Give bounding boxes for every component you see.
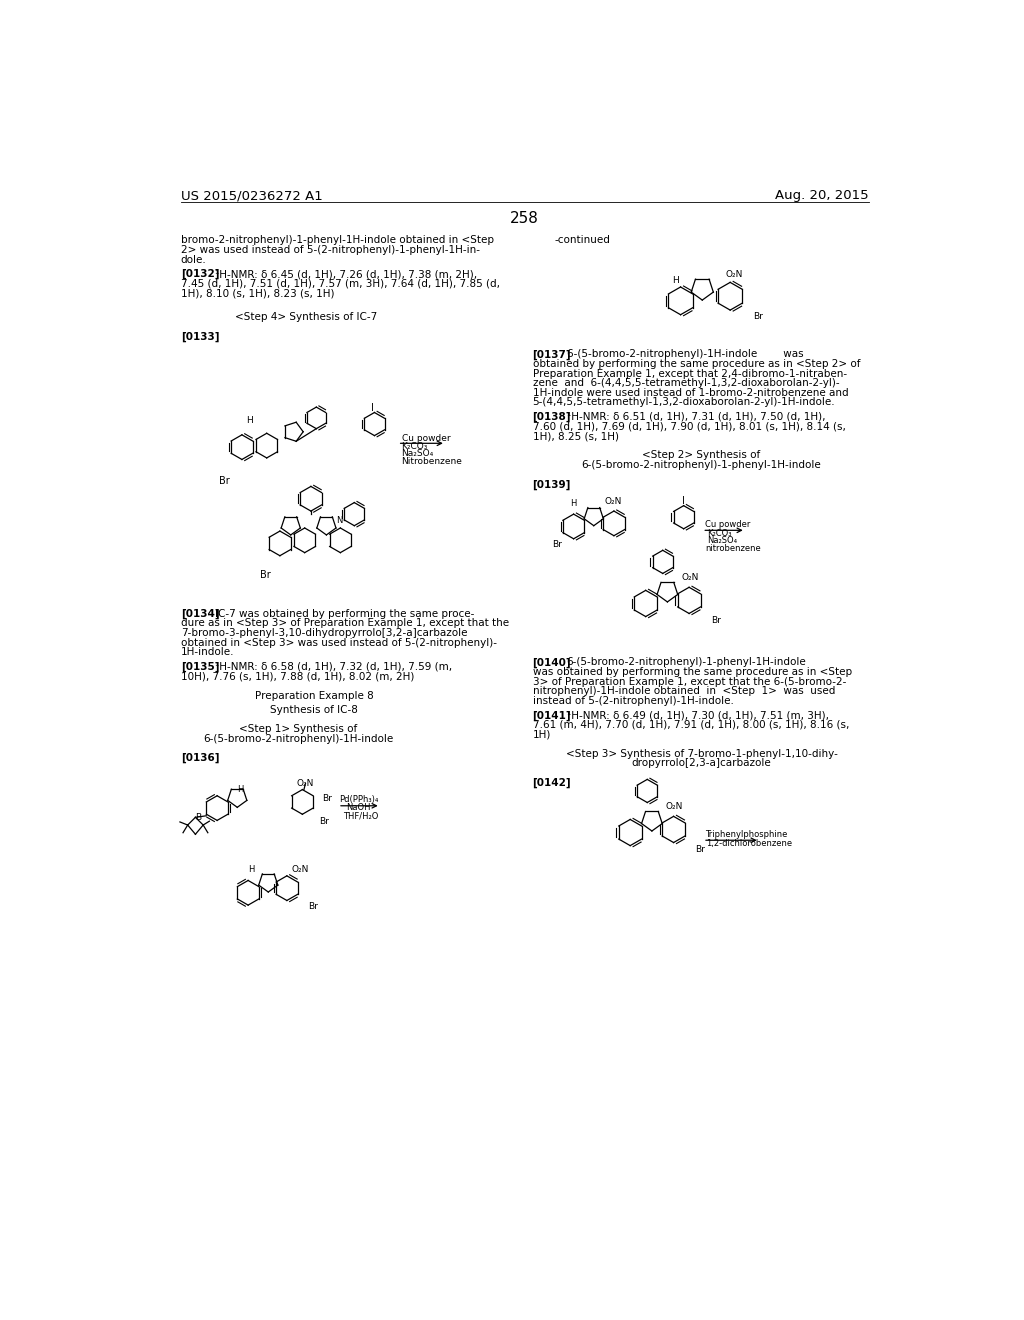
Text: 10H), 7.76 (s, 1H), 7.88 (d, 1H), 8.02 (m, 2H): 10H), 7.76 (s, 1H), 7.88 (d, 1H), 8.02 (… (180, 672, 414, 681)
Text: Br: Br (711, 615, 721, 624)
Text: K₂CO₃: K₂CO₃ (401, 442, 428, 450)
Text: H: H (673, 276, 679, 285)
Text: Synthesis of IC-8: Synthesis of IC-8 (270, 705, 358, 715)
Text: O₂N: O₂N (681, 573, 698, 582)
Text: 7.61 (m, 4H), 7.70 (d, 1H), 7.91 (d, 1H), 8.00 (s, 1H), 8.16 (s,: 7.61 (m, 4H), 7.70 (d, 1H), 7.91 (d, 1H)… (532, 719, 849, 730)
Text: 6-(5-bromo-2-nitrophenyl)-1-phenyl-1H-indole: 6-(5-bromo-2-nitrophenyl)-1-phenyl-1H-in… (582, 461, 821, 470)
Text: <Step 1> Synthesis of: <Step 1> Synthesis of (240, 725, 357, 734)
Text: US 2015/0236272 A1: US 2015/0236272 A1 (180, 189, 323, 202)
Text: 7-bromo-3-phenyl-3,10-dihydropyrrolo[3,2-a]carbazole: 7-bromo-3-phenyl-3,10-dihydropyrrolo[3,2… (180, 628, 467, 638)
Text: [0135]: [0135] (180, 661, 219, 672)
Text: Br: Br (552, 540, 562, 549)
Text: 258: 258 (510, 211, 540, 226)
Text: 1H-indole were used instead of 1-bromo-2-nitrobenzene and: 1H-indole were used instead of 1-bromo-2… (532, 388, 848, 397)
Text: [0137]: [0137] (532, 350, 571, 359)
Text: ¹H-NMR: δ 6.51 (d, 1H), 7.31 (d, 1H), 7.50 (d, 1H),: ¹H-NMR: δ 6.51 (d, 1H), 7.31 (d, 1H), 7.… (566, 412, 825, 422)
Text: Cu powder: Cu powder (401, 434, 451, 444)
Text: K₂CO₃: K₂CO₃ (707, 529, 731, 537)
Text: O₂N: O₂N (666, 801, 683, 810)
Text: [0136]: [0136] (180, 754, 219, 763)
Text: 6-(5-bromo-2-nitrophenyl)-1H-indole: 6-(5-bromo-2-nitrophenyl)-1H-indole (204, 734, 393, 744)
Text: nitrophenyl)-1H-indole obtained  in  <Step  1>  was  used: nitrophenyl)-1H-indole obtained in <Step… (532, 686, 835, 696)
Text: [0132]: [0132] (180, 269, 219, 280)
Text: <Step 3> Synthesis of 7-bromo-1-phenyl-1,10-dihy-: <Step 3> Synthesis of 7-bromo-1-phenyl-1… (565, 748, 838, 759)
Text: [0141]: [0141] (532, 710, 571, 721)
Text: bromo-2-nitrophenyl)-1-phenyl-1H-indole obtained in <Step: bromo-2-nitrophenyl)-1-phenyl-1H-indole … (180, 235, 494, 246)
Text: N: N (337, 516, 343, 524)
Text: H: H (248, 865, 254, 874)
Text: [0138]: [0138] (532, 412, 571, 422)
Text: [0134]: [0134] (180, 609, 219, 619)
Text: Br: Br (695, 845, 706, 854)
Text: 6-(5-bromo-2-nitrophenyl)-1H-indole        was: 6-(5-bromo-2-nitrophenyl)-1H-indole was (566, 350, 803, 359)
Text: obtained by performing the same procedure as in <Step 2> of: obtained by performing the same procedur… (532, 359, 860, 370)
Text: O₂N: O₂N (604, 498, 622, 506)
Text: 5-(4,4,5,5-tetramethyl-1,3,2-dioxaborolan-2-yl)-1H-indole.: 5-(4,4,5,5-tetramethyl-1,3,2-dioxaborola… (532, 397, 836, 408)
Text: Br: Br (260, 570, 270, 581)
Text: ¹H-NMR: δ 6.45 (d, 1H), 7.26 (d, 1H), 7.38 (m, 2H),: ¹H-NMR: δ 6.45 (d, 1H), 7.26 (d, 1H), 7.… (215, 269, 477, 279)
Text: Nitrobenzene: Nitrobenzene (401, 457, 463, 466)
Text: Na₂SO₄: Na₂SO₄ (707, 536, 737, 545)
Text: H: H (238, 785, 244, 795)
Text: dropyrrolo[2,3-a]carbazole: dropyrrolo[2,3-a]carbazole (632, 759, 771, 768)
Text: Aug. 20, 2015: Aug. 20, 2015 (775, 189, 869, 202)
Text: 2> was used instead of 5-(2-nitrophenyl)-1-phenyl-1H-in-: 2> was used instead of 5-(2-nitrophenyl)… (180, 246, 479, 255)
Text: -continued: -continued (554, 235, 610, 246)
Text: Br: Br (319, 817, 330, 826)
Text: [0140]: [0140] (532, 657, 571, 668)
Text: 3> of Preparation Example 1, except that the 6-(5-bromo-2-: 3> of Preparation Example 1, except that… (532, 677, 846, 686)
Text: O₂N: O₂N (292, 865, 309, 874)
Text: ¹H-NMR: δ 6.49 (d, 1H), 7.30 (d, 1H), 7.51 (m, 3H),: ¹H-NMR: δ 6.49 (d, 1H), 7.30 (d, 1H), 7.… (566, 710, 828, 721)
Text: obtained in <Step 3> was used instead of 5-(2-nitrophenyl)-: obtained in <Step 3> was used instead of… (180, 638, 497, 648)
Text: Br: Br (323, 795, 333, 804)
Text: dure as in <Step 3> of Preparation Example 1, except that the: dure as in <Step 3> of Preparation Examp… (180, 619, 509, 628)
Text: H: H (570, 499, 577, 508)
Text: Preparation Example 8: Preparation Example 8 (255, 690, 374, 701)
Text: nitrobenzene: nitrobenzene (706, 544, 761, 553)
Text: zene  and  6-(4,4,5,5-tetramethyl-1,3,2-dioxaborolan-2-yl)-: zene and 6-(4,4,5,5-tetramethyl-1,3,2-di… (532, 379, 840, 388)
Text: Pd(PPh₃)₄: Pd(PPh₃)₄ (340, 795, 379, 804)
Text: Br: Br (308, 902, 318, 911)
Text: I: I (682, 496, 685, 507)
Text: 6-(5-bromo-2-nitrophenyl)-1-phenyl-1H-indole: 6-(5-bromo-2-nitrophenyl)-1-phenyl-1H-in… (566, 657, 807, 668)
Text: IC-7 was obtained by performing the same proce-: IC-7 was obtained by performing the same… (215, 609, 474, 619)
Text: 1H), 8.25 (s, 1H): 1H), 8.25 (s, 1H) (532, 432, 618, 441)
Text: [0142]: [0142] (532, 777, 571, 788)
Text: 7.60 (d, 1H), 7.69 (d, 1H), 7.90 (d, 1H), 8.01 (s, 1H), 8.14 (s,: 7.60 (d, 1H), 7.69 (d, 1H), 7.90 (d, 1H)… (532, 421, 846, 432)
Text: 7.45 (d, 1H), 7.51 (d, 1H), 7.57 (m, 3H), 7.64 (d, 1H), 7.85 (d,: 7.45 (d, 1H), 7.51 (d, 1H), 7.57 (m, 3H)… (180, 279, 500, 289)
Text: O₂N: O₂N (726, 271, 742, 279)
Text: 1H-indole.: 1H-indole. (180, 647, 234, 657)
Text: Preparation Example 1, except that 2,4-dibromo-1-nitraben-: Preparation Example 1, except that 2,4-d… (532, 368, 847, 379)
Text: ¹H-NMR: δ 6.58 (d, 1H), 7.32 (d, 1H), 7.59 (m,: ¹H-NMR: δ 6.58 (d, 1H), 7.32 (d, 1H), 7.… (215, 661, 452, 672)
Text: [0133]: [0133] (180, 331, 219, 342)
Text: dole.: dole. (180, 255, 207, 264)
Text: 1,2-dichlorobenzene: 1,2-dichlorobenzene (707, 840, 793, 849)
Text: NaOH: NaOH (346, 804, 371, 813)
Text: B: B (196, 813, 202, 822)
Text: I: I (371, 404, 374, 413)
Text: [0139]: [0139] (532, 479, 571, 490)
Text: Br: Br (219, 477, 229, 486)
Text: <Step 2> Synthesis of: <Step 2> Synthesis of (642, 450, 761, 461)
Text: H: H (247, 416, 253, 425)
Text: O₂N: O₂N (297, 779, 314, 788)
Text: Cu powder: Cu powder (706, 520, 751, 529)
Text: Br: Br (754, 312, 763, 321)
Text: was obtained by performing the same procedure as in <Step: was obtained by performing the same proc… (532, 667, 852, 677)
Text: 1H): 1H) (532, 730, 551, 739)
Text: 1H), 8.10 (s, 1H), 8.23 (s, 1H): 1H), 8.10 (s, 1H), 8.23 (s, 1H) (180, 288, 334, 298)
Text: THF/H₂O: THF/H₂O (343, 812, 378, 821)
Text: Triphenylphosphine: Triphenylphosphine (705, 830, 787, 840)
Text: <Step 4> Synthesis of IC-7: <Step 4> Synthesis of IC-7 (236, 313, 378, 322)
Text: instead of 5-(2-nitrophenyl)-1H-indole.: instead of 5-(2-nitrophenyl)-1H-indole. (532, 696, 733, 706)
Text: Na₂SO₄: Na₂SO₄ (401, 449, 434, 458)
